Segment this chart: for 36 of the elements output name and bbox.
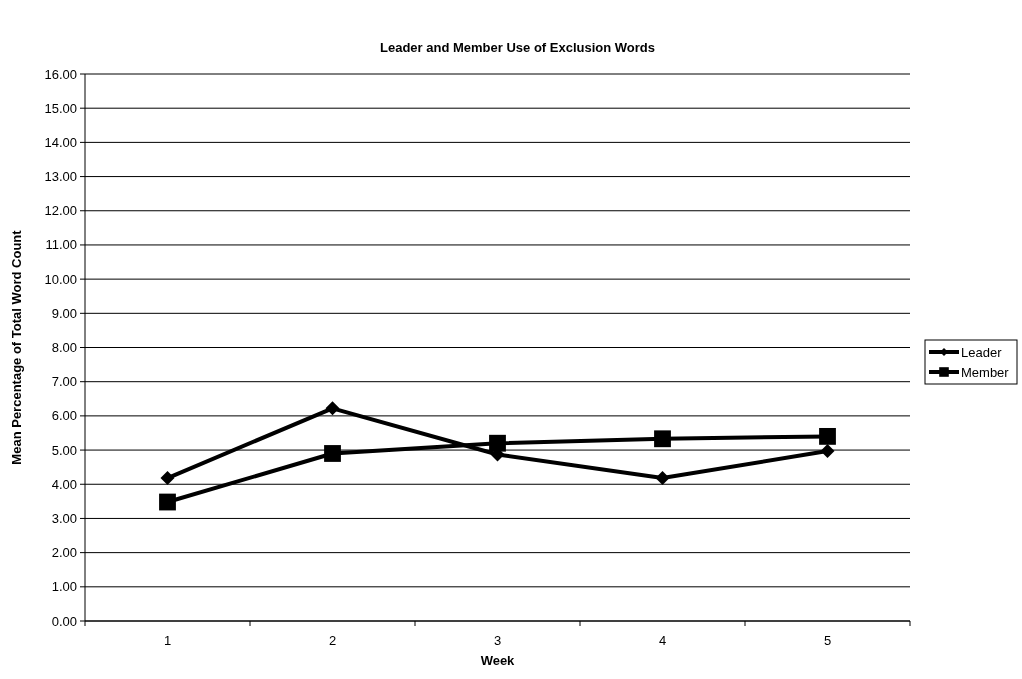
y-tick-label: 9.00: [51, 305, 77, 321]
y-tick-label: 10.00: [44, 271, 77, 287]
y-tick-label: 2.00: [51, 545, 77, 561]
y-tick-label: 11.00: [45, 237, 77, 253]
point: [160, 471, 175, 486]
y-tick-label: 12.00: [44, 203, 77, 219]
legend-label: Member: [961, 364, 1010, 380]
y-tick-label: 4.00: [51, 476, 77, 492]
y-tick-label: 0.00: [51, 613, 77, 629]
x-tick-label: 3: [493, 633, 502, 648]
x-axis-title: Week: [480, 653, 516, 668]
x-tick-label: 4: [658, 633, 667, 648]
point: [159, 493, 176, 511]
y-axis-title: Mean Percentage of Total Word Count: [9, 229, 24, 465]
x-tick-label: 1: [163, 633, 172, 648]
x-tick-label: 5: [823, 633, 832, 648]
y-tick-label: 13.00: [44, 169, 77, 185]
y-tick-label: 1.00: [51, 579, 77, 595]
y-tick-label: 16.00: [44, 66, 77, 82]
point: [325, 401, 340, 416]
y-tick-label: 5.00: [51, 442, 77, 458]
point: [820, 444, 835, 459]
point: [654, 430, 671, 448]
y-tick-label: 14.00: [44, 134, 77, 150]
y-tick-label: 7.00: [51, 374, 77, 390]
point: [324, 445, 341, 462]
point: [489, 434, 506, 452]
x-tick-label: 2: [328, 633, 337, 648]
y-tick-label: 6.00: [51, 408, 77, 424]
y-tick-label: 15.00: [44, 100, 77, 116]
y-tick-label: 8.00: [51, 340, 77, 356]
y-tick-label: 3.00: [51, 510, 77, 526]
chart-title: Leader and Member Use of Exclusion Words: [380, 40, 655, 55]
point: [655, 471, 670, 486]
point: [819, 427, 836, 445]
legend-label: Leader: [961, 344, 1003, 360]
